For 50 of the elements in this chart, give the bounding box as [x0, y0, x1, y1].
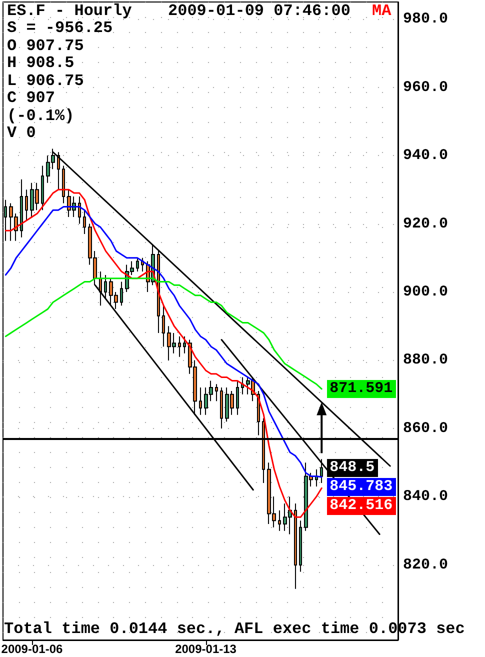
annotation: C 907 — [7, 89, 56, 107]
y-tick-label: 900.0 — [403, 284, 448, 300]
candlestick — [241, 376, 244, 395]
text: 848.5 — [330, 458, 375, 476]
annotation: (-0.1%) — [7, 106, 74, 124]
candlestick — [178, 336, 181, 358]
annotation: V 0 — [7, 124, 36, 142]
candlestick — [20, 178, 23, 238]
y-tick-label: 840.0 — [403, 488, 448, 506]
data-label: 845.783 — [326, 478, 396, 496]
candlestick — [78, 196, 81, 224]
data-label: 871.591 — [326, 380, 396, 398]
chart-subtitle: 2009-01-09 07:46:00 — [168, 2, 350, 20]
y-tick-label: 920.0 — [403, 215, 448, 232]
candlestick — [236, 380, 239, 416]
annotation: H 908.5 — [7, 54, 74, 72]
candlestick — [220, 387, 223, 429]
annotation: O 907.75 — [7, 36, 84, 54]
y-tick-label: 820.0 — [403, 556, 448, 574]
candlestick — [320, 458, 323, 484]
candlestick — [315, 468, 318, 487]
annotation: S = -956.25 — [7, 19, 113, 37]
candlestick — [62, 165, 65, 204]
candlestick — [294, 503, 297, 590]
candlestick — [183, 336, 186, 354]
candlestick — [41, 165, 44, 211]
data-label: 842.516 — [326, 496, 396, 515]
candlestick — [120, 281, 123, 306]
line-series — [4, 278, 322, 390]
candlestick — [141, 257, 144, 272]
y-tick-label: 980.0 — [403, 10, 448, 28]
candlestick — [25, 189, 28, 221]
candlestick — [136, 257, 139, 272]
y-tick-label: 960.0 — [403, 78, 448, 96]
y-tick-label: 880.0 — [403, 352, 448, 369]
candlestick — [215, 384, 218, 402]
line-series — [4, 188, 322, 518]
candlestick — [199, 387, 202, 416]
chart-title: ES.F - Hourly — [7, 2, 132, 20]
candlestick — [83, 210, 86, 234]
candlestick — [299, 520, 302, 572]
x-tick-label: 2009-01-13 — [175, 642, 237, 656]
y-tick-label: 940.0 — [403, 147, 448, 164]
line-series — [4, 206, 322, 478]
annotation: MA — [372, 2, 392, 20]
annotation: L 906.75 — [7, 72, 84, 90]
candlestick — [162, 305, 165, 348]
candlestick — [278, 510, 281, 532]
y-tick-label: 860.0 — [403, 420, 448, 437]
x-tick-label: 2009-01-06 — [1, 642, 63, 656]
